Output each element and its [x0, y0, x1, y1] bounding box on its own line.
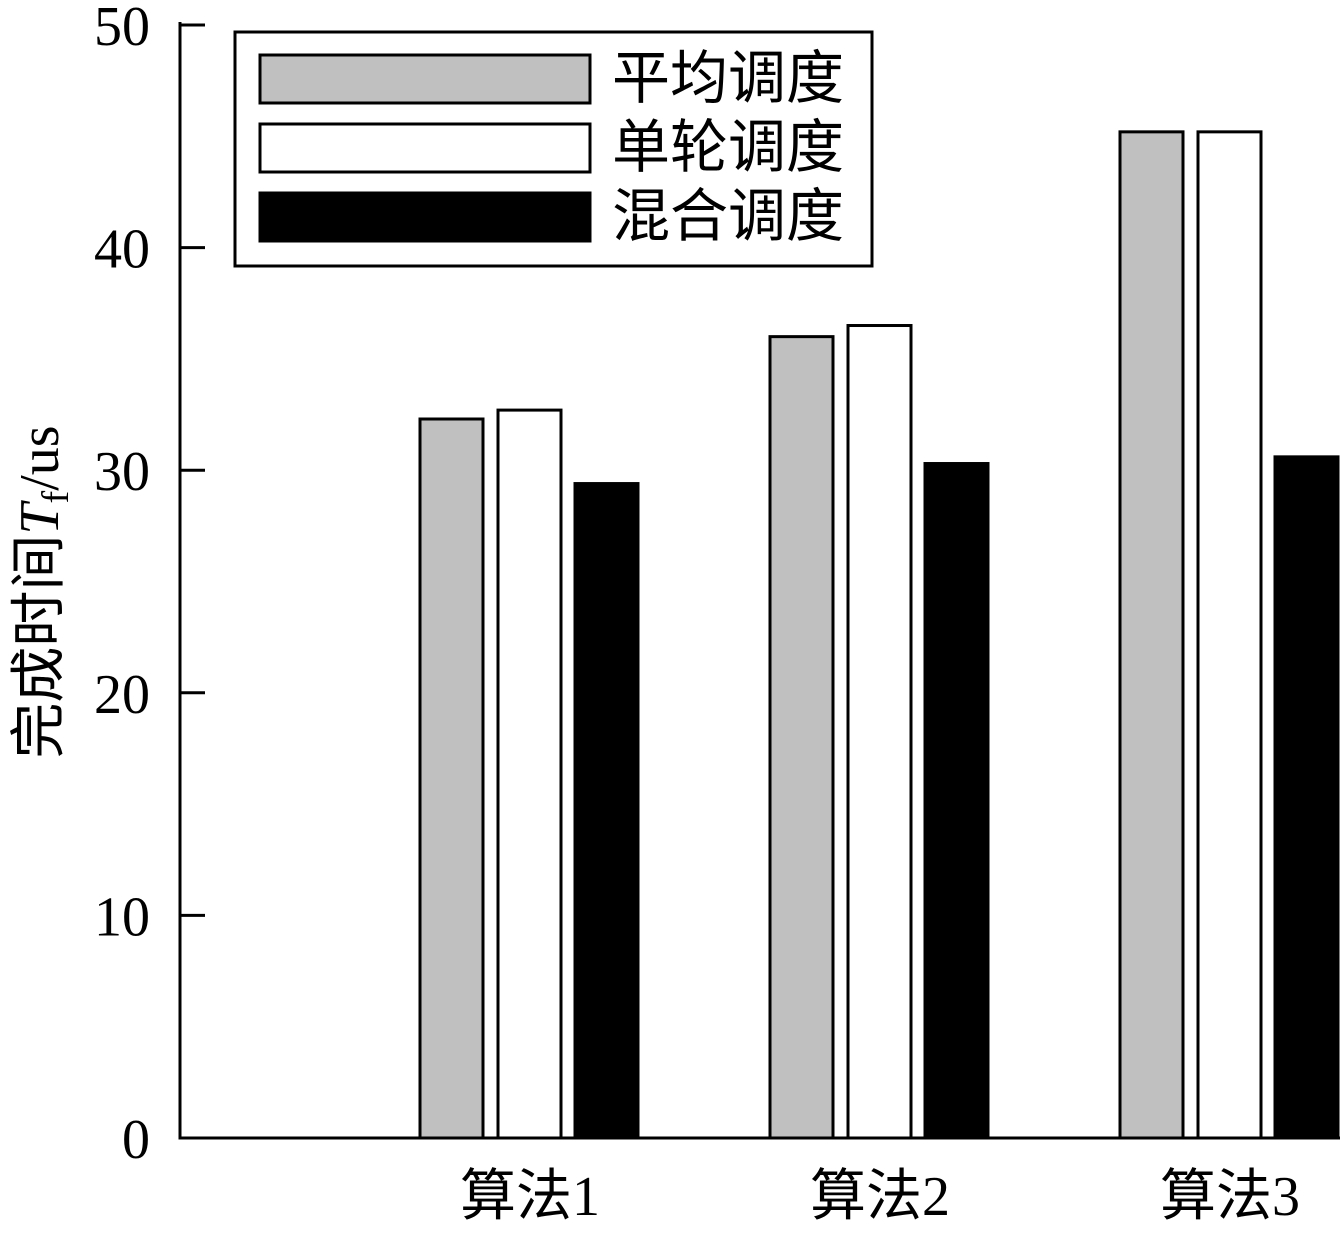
bar-s2-c2: [846, 324, 913, 1140]
legend-label: 单轮调度: [612, 115, 844, 180]
x-tick-label: 算法3: [1160, 1166, 1300, 1228]
y-tick-label: 0: [122, 1109, 150, 1171]
x-tick-label: 算法1: [460, 1166, 600, 1228]
axes: 0 10 20 30 40 50 算法1 算法2 算法3: [94, 0, 1340, 1228]
bar-s1-c2: [768, 335, 835, 1140]
bar-s2-c1: [496, 408, 563, 1140]
y-axis-label-text: 完成时间: [9, 535, 71, 759]
legend-swatch: [258, 122, 592, 174]
bar-s3-c1: [573, 482, 640, 1140]
y-tick-label: 50: [94, 0, 150, 58]
y-axis-label-unit: /us: [9, 425, 71, 490]
legend-swatch: [258, 53, 592, 105]
y-tick-label: 10: [94, 886, 150, 948]
y-axis-label-symbol: T: [9, 500, 71, 535]
legend-label: 混合调度: [612, 184, 844, 249]
y-axis-label-subscript: f: [35, 490, 77, 503]
bar-s3-c2: [923, 462, 990, 1140]
bars: [418, 130, 1340, 1140]
x-tick-label: 算法2: [810, 1166, 950, 1228]
y-tick-label: 30: [94, 441, 150, 503]
legend-label: 平均调度: [612, 46, 844, 111]
bar-s1-c3: [1118, 130, 1185, 1140]
bar-s1-c1: [418, 417, 485, 1140]
bar-s3-c3: [1273, 455, 1340, 1140]
bar-s2-c3: [1196, 130, 1263, 1140]
y-tick-label: 20: [94, 664, 150, 726]
y-tick-label: 40: [94, 219, 150, 281]
y-axis-label: 完成时间Tf/us: [9, 425, 77, 758]
legend-swatch: [258, 191, 592, 243]
